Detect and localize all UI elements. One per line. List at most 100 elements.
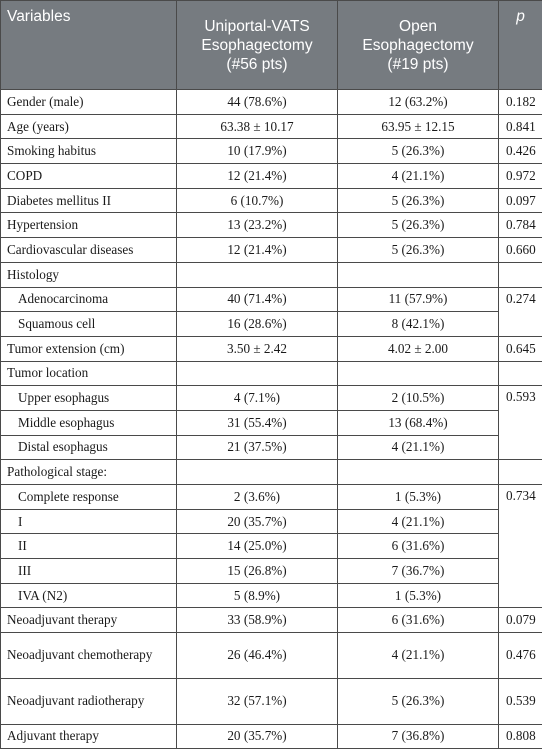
p-value: 0.539 [499,678,542,724]
row-label: III [1,559,177,584]
row-label: Adenocarcinoma [1,287,177,312]
header-open-line: Open [344,17,492,36]
open-value: 11 (57.9%) [338,287,499,312]
open-value: 6 (31.6%) [338,534,499,559]
table-row: Upper esophagus 4 (7.1%) 2 (10.5%) 0.593 [1,386,542,411]
header-row: Variables Uniportal-VATS Esophagectomy (… [1,1,542,90]
section-label: Histology [1,262,177,287]
open-value: 5 (26.3%) [338,678,499,724]
table-row: Squamous cell 16 (28.6%) 8 (42.1%) [1,312,542,337]
open-value: 4 (21.1%) [338,164,499,189]
table-row: III 15 (26.8%) 7 (36.7%) [1,559,542,584]
open-value: 8 (42.1%) [338,312,499,337]
uniportal-value: 16 (28.6%) [177,312,338,337]
row-label: Hypertension [1,213,177,238]
table-row: Age (years) 63.38 ± 10.17 63.95 ± 12.15 … [1,114,542,139]
open-value [338,361,499,386]
uniportal-value: 14 (25.0%) [177,534,338,559]
table-row: Adjuvant therapy 20 (35.7%) 7 (36.8%) 0.… [1,724,542,749]
p-value: 0.784 [499,213,542,238]
p-value: 0.097 [499,188,542,213]
open-value: 13 (68.4%) [338,410,499,435]
header-open-line: (#19 pts) [344,55,492,74]
open-value: 63.95 ± 12.15 [338,114,499,139]
open-value: 2 (10.5%) [338,386,499,411]
uniportal-value: 20 (35.7%) [177,724,338,749]
table-row: II 14 (25.0%) 6 (31.6%) [1,534,542,559]
table-row: Hypertension 13 (23.2%) 5 (26.3%) 0.784 [1,213,542,238]
p-value: 0.426 [499,139,542,164]
table-row: Adenocarcinoma 40 (71.4%) 11 (57.9%) 0.2… [1,287,542,312]
open-value: 7 (36.7%) [338,559,499,584]
row-label: Smoking habitus [1,139,177,164]
uniportal-value: 5 (8.9%) [177,583,338,608]
table-row: Neoadjuvant therapy 33 (58.9%) 6 (31.6%)… [1,608,542,633]
open-value: 7 (36.8%) [338,724,499,749]
row-label: Diabetes mellitus II [1,188,177,213]
uniportal-value: 10 (17.9%) [177,139,338,164]
open-value: 5 (26.3%) [338,188,499,213]
uniportal-value: 63.38 ± 10.17 [177,114,338,139]
table-row: Complete response 2 (3.6%) 1 (5.3%) 0.73… [1,485,542,510]
open-value: 1 (5.3%) [338,485,499,510]
table-row: COPD 12 (21.4%) 4 (21.1%) 0.972 [1,164,542,189]
table-row: IVA (N2) 5 (8.9%) 1 (5.3%) [1,583,542,608]
row-label: I [1,509,177,534]
row-label: Neoadjuvant therapy [1,608,177,633]
row-label: Age (years) [1,114,177,139]
row-label: Neoadjuvant radiotherapy [1,678,177,724]
section-row: Tumor location [1,361,542,386]
table-row: Cardiovascular diseases 12 (21.4%) 5 (26… [1,238,542,263]
p-value: 0.593 [499,386,542,460]
table-row: Smoking habitus 10 (17.9%) 5 (26.3%) 0.4… [1,139,542,164]
row-label: Upper esophagus [1,386,177,411]
table-row: Neoadjuvant chemotherapy 26 (46.4%) 4 (2… [1,633,542,679]
header-uniportal-line: (#56 pts) [183,55,331,74]
row-label: Adjuvant therapy [1,724,177,749]
p-value: 0.079 [499,608,542,633]
row-label: Complete response [1,485,177,510]
open-value: 4 (21.1%) [338,435,499,460]
open-value: 4 (21.1%) [338,509,499,534]
uniportal-value: 15 (26.8%) [177,559,338,584]
open-value: 4 (21.1%) [338,633,499,679]
header-uniportal: Uniportal-VATS Esophagectomy (#56 pts) [177,1,338,90]
table-row: Middle esophagus 31 (55.4%) 13 (68.4%) [1,410,542,435]
row-label: Tumor extension (cm) [1,336,177,361]
open-value [338,460,499,485]
section-label: Pathological stage: [1,460,177,485]
open-value: 6 (31.6%) [338,608,499,633]
uniportal-value: 40 (71.4%) [177,287,338,312]
uniportal-value: 32 (57.1%) [177,678,338,724]
row-label: Gender (male) [1,90,177,115]
uniportal-value: 31 (55.4%) [177,410,338,435]
table-row: Neoadjuvant radiotherapy 32 (57.1%) 5 (2… [1,678,542,724]
uniportal-value: 3.50 ± 2.42 [177,336,338,361]
uniportal-value [177,262,338,287]
section-label: Tumor location [1,361,177,386]
p-value [499,262,542,287]
header-uniportal-line: Esophagectomy [183,36,331,55]
row-label: II [1,534,177,559]
uniportal-value: 2 (3.6%) [177,485,338,510]
open-value [338,262,499,287]
header-open-line: Esophagectomy [344,36,492,55]
uniportal-value: 6 (10.7%) [177,188,338,213]
header-uniportal-line: Uniportal-VATS [183,17,331,36]
p-value: 0.734 [499,485,542,608]
p-value [499,361,542,386]
uniportal-value: 13 (23.2%) [177,213,338,238]
p-value: 0.972 [499,164,542,189]
p-value: 0.660 [499,238,542,263]
p-value: 0.476 [499,633,542,679]
open-value: 12 (63.2%) [338,90,499,115]
uniportal-value: 12 (21.4%) [177,164,338,189]
table-row: I 20 (35.7%) 4 (21.1%) [1,509,542,534]
p-value: 0.841 [499,114,542,139]
row-label: Neoadjuvant chemotherapy [1,633,177,679]
uniportal-value: 4 (7.1%) [177,386,338,411]
row-label: Squamous cell [1,312,177,337]
p-value: 0.274 [499,287,542,336]
row-label: Distal esophagus [1,435,177,460]
